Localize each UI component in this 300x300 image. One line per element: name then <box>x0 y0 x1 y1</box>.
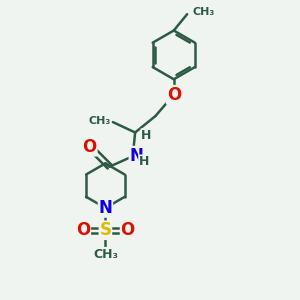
Text: N: N <box>98 199 112 217</box>
Text: O: O <box>82 138 97 156</box>
Text: S: S <box>99 221 111 239</box>
Text: CH₃: CH₃ <box>88 116 110 127</box>
Text: O: O <box>76 221 90 239</box>
Text: O: O <box>167 86 181 104</box>
Text: CH₃: CH₃ <box>193 7 215 17</box>
Text: CH₃: CH₃ <box>93 248 118 260</box>
Text: H: H <box>141 129 152 142</box>
Text: H: H <box>139 155 149 168</box>
Text: O: O <box>121 221 135 239</box>
Text: N: N <box>129 147 143 165</box>
